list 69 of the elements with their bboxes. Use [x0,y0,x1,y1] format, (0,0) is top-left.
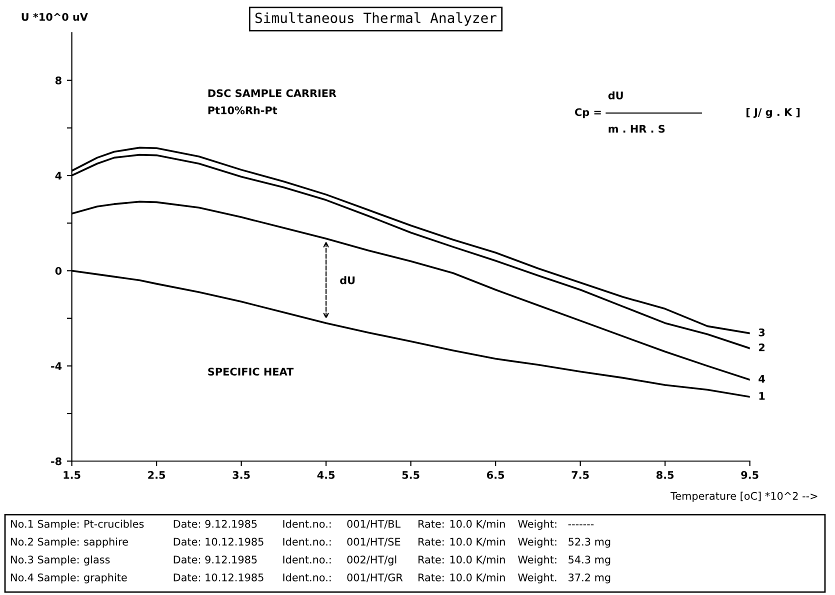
text: 9.12.1985 [205,520,257,528]
text: Rate: [418,574,444,582]
x-tick-label: 2.5 [148,471,166,479]
text: No.3 Sample: [11,555,79,566]
text: Date: [174,538,200,546]
text: Ident.no.: [283,573,331,582]
text: Date: [174,574,200,582]
series-label: 3 [758,328,765,336]
annotation: m . HR . S [608,124,665,133]
text: Ident.no.: [283,520,331,528]
x-axis-title: Temperature [oC] *10^2 --> [670,492,818,502]
text: glass [84,555,110,566]
text: 001/HT/GR [347,573,403,582]
y-axis-title: U *10^0 uV [22,12,88,21]
text: Date: [174,556,200,564]
y-tick-label: -8 [51,457,62,466]
text: 54.3 mg [568,556,610,566]
text: No.1 Sample: [11,520,79,530]
y-tick-label: 4 [55,172,62,180]
x-tick-label: 3.5 [232,471,250,479]
text: ------- [568,524,594,526]
text: Rate: [418,538,444,546]
chart-title: Simultaneous Thermal Analyzer [255,12,496,26]
annotation: [ J/ g . K ] [746,108,800,118]
text: Ident.no.: [283,538,331,546]
annotation: dU [608,91,623,100]
text: Weight: [518,555,556,566]
annotation: Cp = [575,108,601,118]
text: No.2 Sample: [11,538,79,548]
y-tick-label: 0 [55,266,62,275]
text: Rate: [418,520,444,528]
x-tick-label: 7.5 [572,471,589,479]
text: 52.3 mg [568,538,610,548]
text: sapphire [84,538,128,548]
text: Weight: [518,538,556,548]
x-tick-label: 4.5 [317,471,335,479]
text: Weight. [518,573,556,584]
annotation: Pt10%Rh-Pt [208,106,278,114]
annotation: DSC SAMPLE CARRIER [208,89,336,98]
text: Pt-crucibles [84,520,144,528]
series-label: 4 [758,375,765,383]
text: 002/HT/gl [347,555,396,566]
text: Date: [174,520,200,528]
series-label: 1 [759,392,765,400]
text: 10.0 K/min [450,538,505,546]
text: 10.12.1985 [206,538,264,546]
series-label: 2 [758,343,765,352]
annotation: SPECIFIC HEAT [208,368,294,376]
text: Ident.no.: [283,555,331,564]
x-tick-label: 8.5 [656,471,674,479]
text: 10.0 K/min [450,573,505,582]
text: graphite [84,573,127,584]
x-tick-label: 1.5 [64,471,80,479]
x-tick-label: 6.5 [486,471,504,479]
text: 10.12.1985 [206,573,264,582]
annotation: dU [340,276,355,284]
text: Weight: [518,520,556,530]
text: Rate: [418,556,444,564]
text: 10.0 K/min [450,555,505,564]
text: 37.2 mg [568,573,610,584]
text: 10.0 K/min [450,520,505,529]
text: 9.12.1985 [205,556,257,564]
y-tick-label: -4 [51,362,62,370]
y-tick-label: 8 [55,76,62,84]
x-tick-label: 5.5 [402,471,420,479]
text: No.4 Sample: [11,573,79,584]
text: 001/HT/BL [347,520,401,529]
text: 001/HT/SE [347,538,400,546]
x-tick-label: 9.5 [741,471,758,479]
